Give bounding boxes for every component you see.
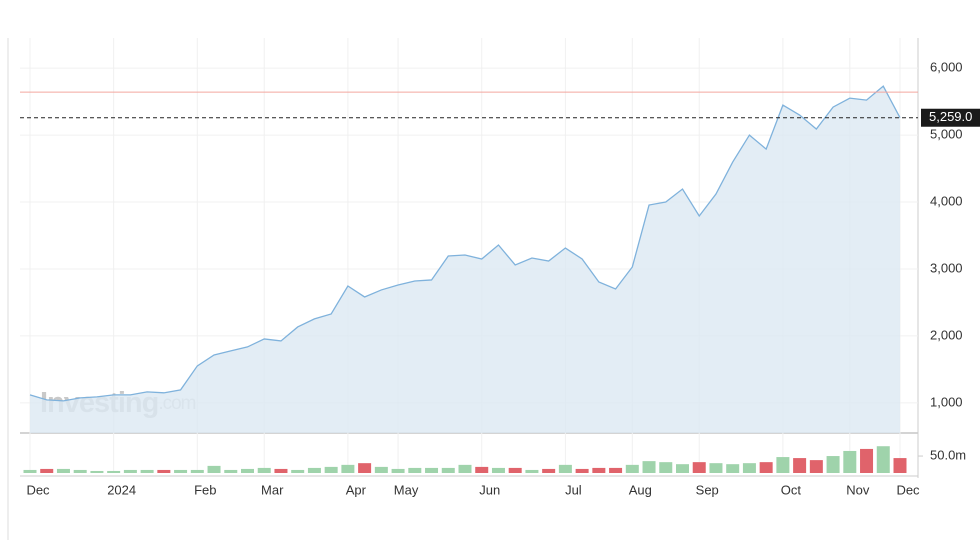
x-tick-label: Aug: [629, 482, 652, 497]
volume-bar: [491, 467, 505, 473]
volume-bar: [776, 457, 790, 473]
volume-bar: [324, 466, 338, 473]
volume-bar: [508, 467, 522, 473]
volume-bar: [625, 464, 639, 473]
x-tick-label: Mar: [261, 482, 284, 497]
x-tick-label: Oct: [781, 482, 802, 497]
x-tick-label: Nov: [846, 482, 870, 497]
volume-bar: [826, 456, 840, 473]
volume-bar: [123, 469, 137, 473]
volume-bar: [391, 468, 405, 473]
last-price-label: 5,259.0: [929, 109, 972, 124]
volume-bar: [642, 461, 656, 473]
volume-bar: [592, 467, 606, 473]
volume-bar: [274, 468, 288, 473]
volume-bar: [893, 458, 907, 473]
volume-bar: [341, 464, 355, 473]
x-tick-label: Sep: [696, 482, 719, 497]
volume-bar: [90, 470, 104, 473]
volume-bar: [458, 464, 472, 473]
volume-bar: [860, 448, 874, 473]
volume-bar: [475, 466, 489, 473]
volume-bar: [241, 468, 254, 473]
volume-bar: [140, 469, 154, 473]
volume-bar: [190, 469, 204, 473]
volume-bar: [374, 466, 388, 473]
price-line: [29, 85, 901, 402]
y-tick-label: 50.0m: [930, 447, 966, 462]
x-tick-label: May: [394, 482, 419, 497]
volume-bar: [257, 467, 271, 473]
volume-bar: [224, 469, 238, 473]
volume-bar: [441, 467, 455, 473]
volume-bar: [40, 468, 54, 473]
x-tick-label: Dec: [896, 482, 920, 497]
volume-bar: [207, 465, 221, 473]
y-tick-label: 4,000: [930, 193, 963, 208]
x-tick-label: 2024: [107, 482, 136, 497]
volume-bar: [56, 468, 70, 473]
area-fill: [30, 86, 900, 433]
volume-bar: [425, 467, 439, 473]
x-tick-label: Jun: [479, 482, 500, 497]
volume-bar: [876, 446, 890, 473]
y-tick-label: 6,000: [930, 60, 963, 75]
volume-bar: [307, 467, 321, 473]
volume-bar: [558, 464, 572, 473]
volume-bar: [809, 460, 823, 473]
volume-bar: [575, 468, 589, 473]
volume-bar: [676, 464, 689, 473]
x-tick-label: Jul: [565, 482, 582, 497]
volume-bar: [358, 463, 372, 473]
volume-bar: [793, 458, 807, 473]
last-price-box: [921, 108, 980, 127]
volume-bar: [157, 469, 171, 473]
x-tick-label: Feb: [194, 482, 216, 497]
y-tick-label: 5,000: [930, 127, 963, 142]
x-tick-label: Dec: [26, 482, 50, 497]
x-tick-label: Apr: [346, 482, 367, 497]
y-tick-label: 3,000: [930, 260, 963, 275]
volume-bar: [659, 462, 673, 473]
volume-bar: [23, 469, 37, 473]
volume-bar: [609, 467, 623, 473]
volume-bar: [525, 469, 539, 473]
y-tick-label: 1,000: [930, 394, 963, 409]
volume-bar: [726, 464, 740, 473]
volume-bar: [759, 462, 773, 473]
volume-bar: [692, 462, 706, 473]
volume-bar: [709, 463, 723, 473]
volume-bar: [542, 468, 556, 473]
volume-bar: [73, 469, 87, 473]
volume-bar: [174, 469, 188, 473]
volume-bar: [107, 470, 121, 473]
volume-bar: [843, 450, 857, 473]
y-tick-label: 2,000: [930, 327, 963, 342]
volume-bar: [408, 467, 422, 473]
volume-bar: [291, 469, 305, 473]
volume-bar: [742, 463, 756, 473]
